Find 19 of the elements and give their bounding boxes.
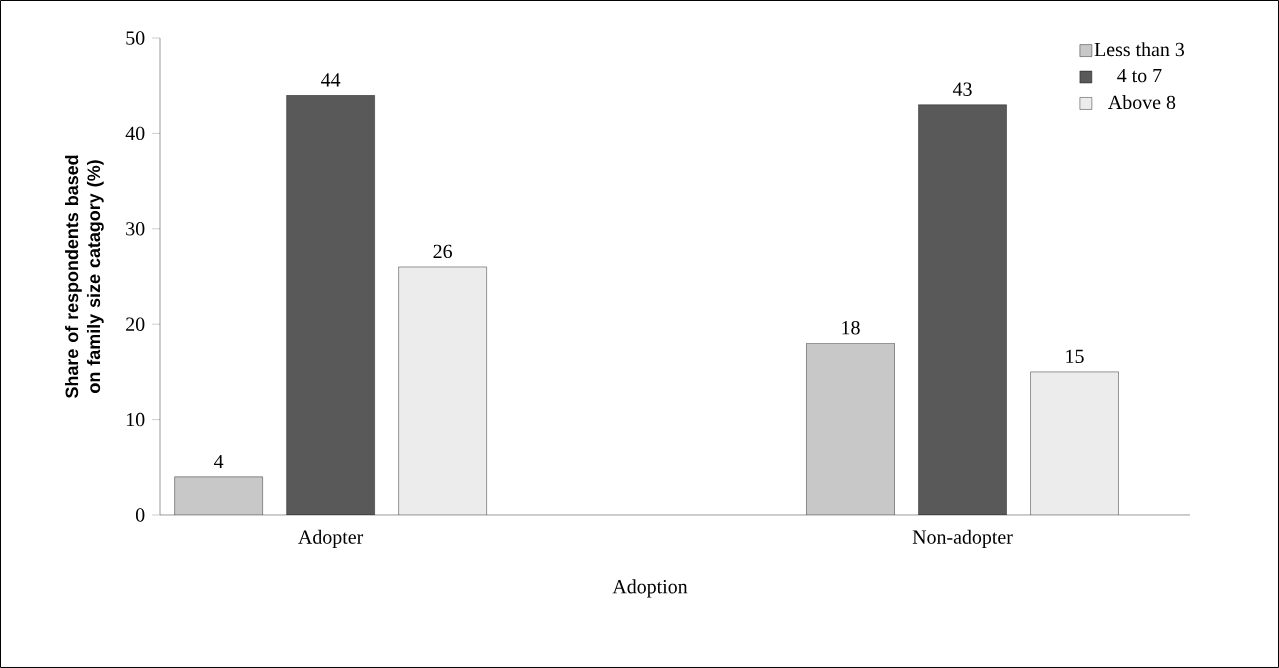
data-label: 43 — [952, 82, 972, 96]
legend-label: Less than 3 — [1094, 42, 1185, 57]
data-label: 26 — [433, 244, 452, 259]
y-tick-label: 30 — [126, 222, 145, 236]
data-label: 4 — [214, 454, 224, 468]
y-tick-label: 0 — [135, 508, 145, 522]
legend-label: Above 8 — [1108, 95, 1176, 110]
data-label: 15 — [1066, 349, 1084, 364]
y-axis-title: Share of respondents based on family size catagory (%) — [65, 155, 104, 399]
data-label: 18 — [842, 320, 860, 335]
x-axis-title: Adoption — [612, 579, 688, 598]
y-tick-label: 20 — [126, 317, 145, 331]
x-tick-label: Non-adopter — [912, 529, 1013, 548]
y-tick-label: 50 — [126, 31, 145, 45]
legend-label: 4 to 7 — [1117, 68, 1162, 83]
y-tick-label: 10 — [126, 412, 145, 427]
x-tick-label: Adopter — [298, 529, 364, 548]
data-label: 44 — [321, 73, 341, 87]
y-tick-label: 40 — [125, 126, 145, 141]
